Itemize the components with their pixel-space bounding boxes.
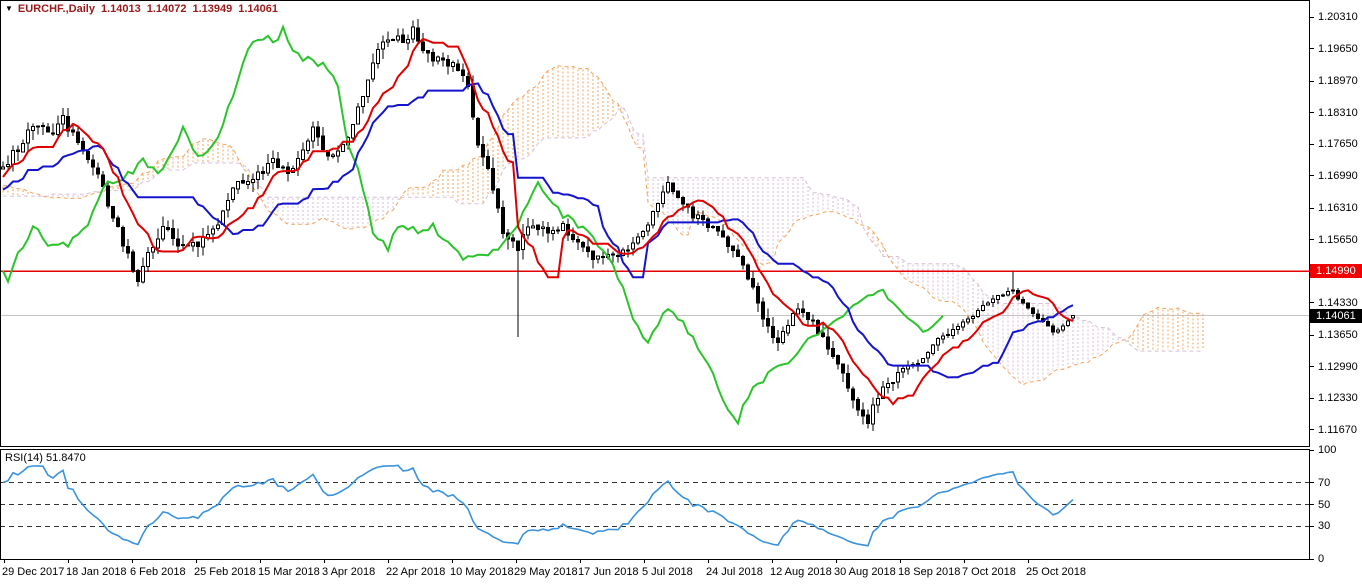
rsi-tick-label: 30 <box>1318 520 1331 533</box>
axis-tick <box>1310 207 1314 209</box>
date-label: 17 Jun 2018 <box>578 566 639 578</box>
time-tick <box>452 560 453 563</box>
axis-tick <box>1310 366 1314 368</box>
price-tick-label: 1.18310 <box>1318 106 1358 119</box>
time-tick <box>196 560 197 563</box>
price-tick-label: 1.12330 <box>1318 392 1358 405</box>
date-label: 7 Oct 2018 <box>962 566 1016 578</box>
time-tick <box>132 560 133 563</box>
price-axis[interactable]: 1.20310 1.19650 1.18970 1.18310 1.17650 1.169… <box>1310 0 1362 584</box>
time-tick <box>388 560 389 563</box>
date-label: 29 Dec 2017 <box>2 566 65 578</box>
axis-tick <box>1310 397 1314 399</box>
price-tick-label: 1.16990 <box>1318 169 1358 182</box>
axis-tick <box>1310 239 1314 241</box>
date-label: 22 Apr 2018 <box>386 566 446 578</box>
axis-tick <box>1310 143 1314 145</box>
axis-tick <box>1310 302 1314 304</box>
time-axis[interactable]: 29 Dec 2017 18 Jan 2018 6 Feb 2018 25 Feb 2… <box>0 560 1310 584</box>
quote-high: 1.14072 <box>146 3 187 15</box>
axis-tick <box>1310 429 1314 431</box>
time-tick <box>516 560 517 563</box>
date-label: 24 Jul 2018 <box>706 566 763 578</box>
axis-tick <box>1310 112 1314 114</box>
time-tick <box>324 560 325 563</box>
hline-price-badge: 1.14990 <box>1310 264 1362 279</box>
date-label: 25 Feb 2018 <box>194 566 256 578</box>
price-tick-label: 1.18970 <box>1318 75 1358 88</box>
time-tick <box>900 560 901 563</box>
time-tick <box>260 560 261 563</box>
rsi-indicator-pane[interactable] <box>0 449 1310 560</box>
date-label: 25 Oct 2018 <box>1026 566 1086 578</box>
current-price-badge: 1.14061 <box>1310 308 1362 323</box>
date-label: 15 Mar 2018 <box>258 566 320 578</box>
price-tick-label: 1.14330 <box>1318 296 1358 309</box>
rsi-tick-label: 100 <box>1318 444 1337 456</box>
axis-tick <box>1310 80 1314 82</box>
price-chart[interactable] <box>0 0 1310 447</box>
date-label: 10 May 2018 <box>450 566 514 578</box>
date-label: 29 May 2018 <box>514 566 578 578</box>
axis-tick <box>1310 558 1314 560</box>
date-label: 12 Aug 2018 <box>770 566 832 578</box>
quote-low: 1.13949 <box>192 3 233 15</box>
price-tick-label: 1.11670 <box>1318 423 1357 436</box>
time-tick <box>836 560 837 563</box>
time-tick <box>580 560 581 563</box>
quote-close: 1.14061 <box>238 3 279 15</box>
rsi-tick-label: 70 <box>1318 476 1331 489</box>
time-tick <box>772 560 773 563</box>
time-tick <box>708 560 709 563</box>
price-tick-label: 1.13650 <box>1318 329 1358 342</box>
date-label: 5 Jul 2018 <box>642 566 693 578</box>
axis-tick <box>1310 16 1314 18</box>
price-tick-label: 1.16310 <box>1318 202 1358 215</box>
rsi-label: RSI(14) 51.8470 <box>5 452 86 464</box>
axis-tick <box>1310 504 1314 505</box>
price-tick-label: 1.12990 <box>1318 360 1358 373</box>
rsi-tick-label: 50 <box>1318 498 1331 511</box>
time-tick <box>644 560 645 563</box>
axis-tick <box>1310 48 1314 50</box>
price-tick-label: 1.17650 <box>1318 138 1358 151</box>
rsi-tick-label: 0 <box>1318 553 1325 565</box>
price-tick-label: 1.15650 <box>1318 233 1358 246</box>
date-label: 30 Aug 2018 <box>834 566 896 578</box>
time-tick <box>68 560 69 563</box>
date-label: 6 Feb 2018 <box>130 566 186 578</box>
symbol-dropdown-icon[interactable]: ▼ <box>5 4 13 13</box>
axis-tick <box>1310 175 1314 177</box>
chart-header: ▼ EURCHF.,Daily 1.14013 1.14072 1.13949 1.140… <box>5 3 278 15</box>
axis-tick <box>1310 334 1314 336</box>
symbol-timeframe-label: EURCHF.,Daily <box>17 3 95 15</box>
axis-tick <box>1310 525 1314 527</box>
date-label: 3 Apr 2018 <box>322 566 376 578</box>
price-tick-label: 1.19650 <box>1318 42 1358 55</box>
quote-open: 1.14013 <box>100 3 141 15</box>
date-label: 18 Sep 2018 <box>898 566 961 578</box>
price-tick-label: 1.20310 <box>1318 11 1358 24</box>
time-tick <box>4 560 5 563</box>
axis-tick <box>1310 449 1314 451</box>
axis-tick <box>1310 482 1314 484</box>
time-tick <box>1028 560 1029 563</box>
time-tick <box>964 560 965 563</box>
date-label: 18 Jan 2018 <box>66 566 127 578</box>
